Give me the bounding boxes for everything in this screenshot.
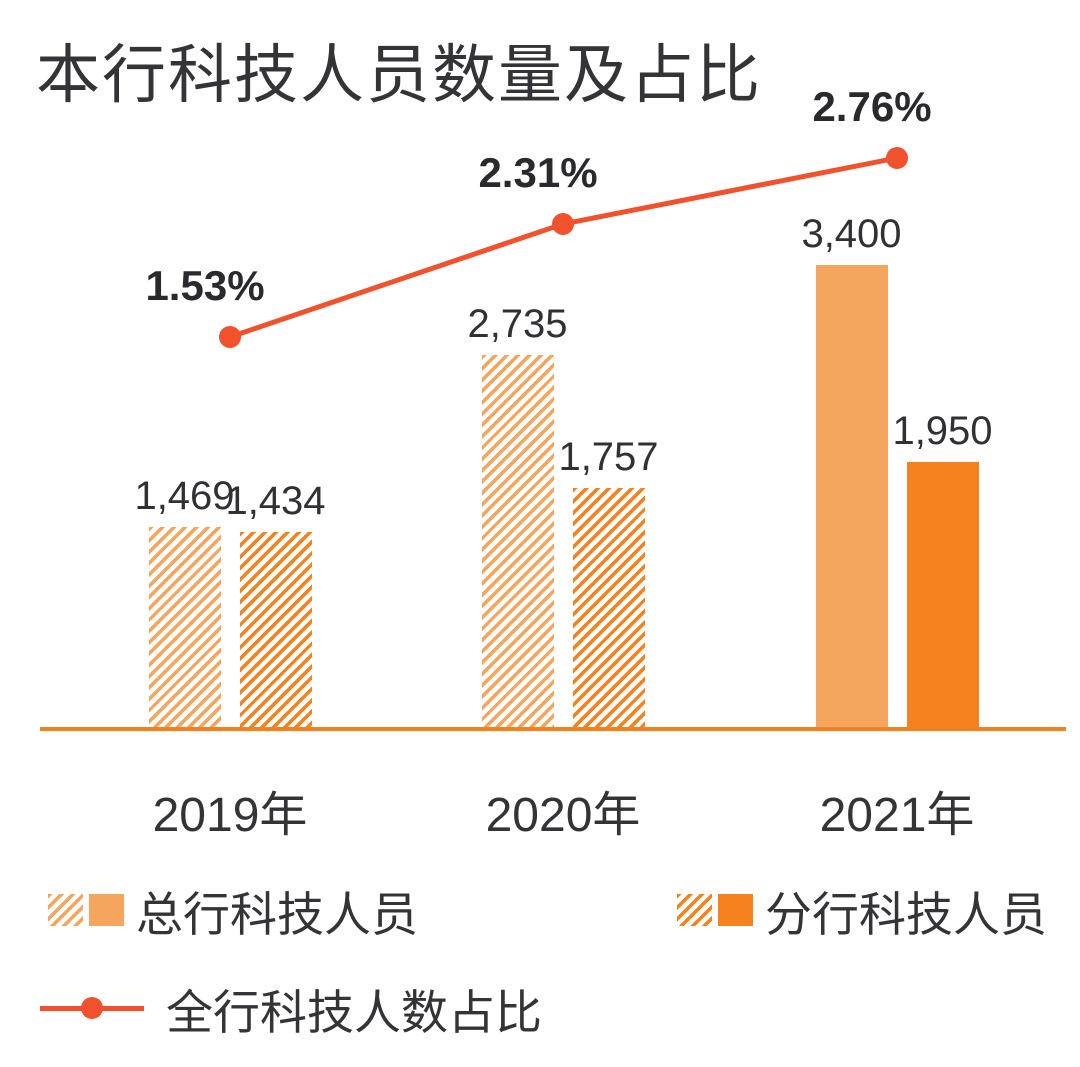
x-axis-label-2: 2021年: [819, 789, 975, 842]
chart-title: 本行科技人员数量及占比: [36, 39, 762, 111]
bar-value-label-head-office-0: 1,469: [134, 474, 235, 518]
bar-value-label-head-office-2: 3,400: [801, 212, 902, 256]
line-marker-icon: [40, 984, 144, 1032]
bar-branch-1: [572, 488, 645, 727]
bar-value-label-branch-1: 1,757: [558, 435, 659, 479]
ratio-value-label-2: 2.76%: [812, 83, 932, 130]
legend-item-branch: 分行科技人员: [677, 884, 1047, 941]
head-office-solid-swatch-icon: [89, 894, 124, 926]
bar-value-label-head-office-1: 2,735: [467, 302, 568, 346]
legend-label-branch: 分行科技人员: [765, 887, 1047, 941]
ratio-point-2: [886, 147, 908, 169]
bar-value-label-branch-0: 1,434: [225, 479, 326, 523]
x-axis-line: [40, 727, 1066, 731]
legend-item-line: 全行科技人数占比: [40, 982, 542, 1039]
x-axis-label-0: 2019年: [152, 789, 308, 842]
bar-head-office-2: [815, 265, 888, 727]
ratio-value-label-0: 1.53%: [145, 262, 265, 309]
legend-item-head-office: 总行科技人员: [48, 884, 418, 941]
x-axis-label-1: 2020年: [485, 789, 641, 842]
bar-branch-0: [239, 532, 312, 727]
ratio-point-0: [219, 326, 241, 348]
bar-value-label-branch-2: 1,950: [892, 409, 993, 453]
ratio-point-1: [552, 213, 574, 235]
legend-label-head-office: 总行科技人员: [136, 887, 418, 941]
branch-solid-swatch-icon: [718, 894, 753, 926]
legend-label-line: 全行科技人数占比: [166, 985, 542, 1039]
bar-branch-2: [906, 462, 979, 727]
bar-head-office-1: [481, 355, 554, 727]
head-office-hatch-swatch-icon: [48, 894, 83, 926]
branch-hatch-swatch-icon: [677, 894, 712, 926]
ratio-value-label-1: 2.31%: [478, 149, 598, 196]
bar-head-office-0: [148, 527, 221, 727]
